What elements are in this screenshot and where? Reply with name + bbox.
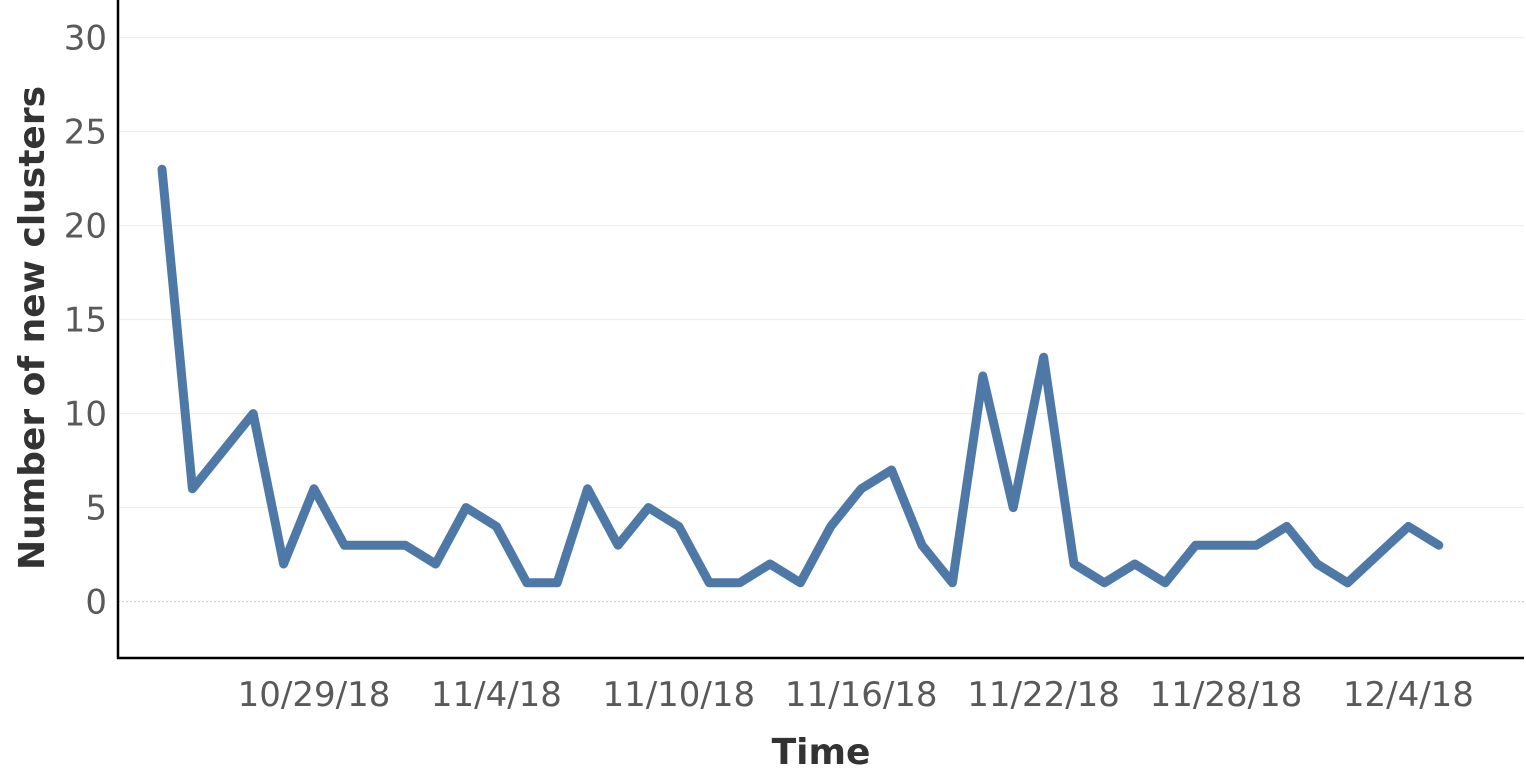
x-axis-title: Time — [772, 732, 871, 773]
gridlines — [118, 37, 1524, 603]
y-tick-label: 25 — [64, 113, 107, 153]
y-tick-label: 5 — [85, 489, 107, 529]
y-tick-label: 30 — [64, 19, 107, 59]
x-tick-label: 11/4/18 — [431, 675, 562, 715]
y-axis-title: Number of new clusters — [12, 86, 53, 570]
x-tick-label: 12/4/18 — [1343, 675, 1474, 715]
y-tick-label: 20 — [64, 207, 107, 247]
x-axis-ticks: 10/29/18 11/4/18 11/10/18 11/16/18 11/22/18 1… — [238, 675, 1474, 715]
series-line — [157, 164, 1444, 588]
x-tick-label: 10/29/18 — [238, 675, 391, 715]
x-tick-label: 11/10/18 — [602, 675, 755, 715]
y-tick-label: 10 — [64, 395, 107, 435]
series-layer — [157, 164, 1444, 588]
x-tick-label: 11/22/18 — [967, 675, 1120, 715]
y-tick-label: 15 — [64, 301, 107, 341]
x-tick-label: 11/28/18 — [1150, 675, 1303, 715]
x-tick-label: 11/16/18 — [785, 675, 938, 715]
y-tick-label: 0 — [85, 583, 107, 623]
y-axis-ticks: 0 5 10 15 20 25 30 — [64, 19, 107, 623]
